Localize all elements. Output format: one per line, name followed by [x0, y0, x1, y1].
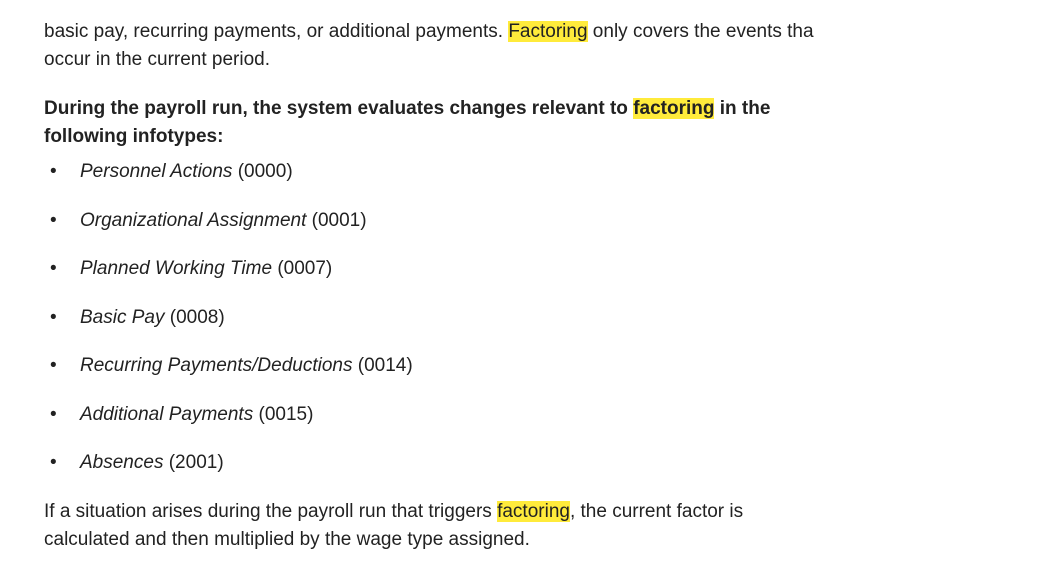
infotype-name: Additional Payments — [80, 404, 253, 425]
infotype-code: (0015) — [259, 404, 314, 425]
intro-text-2: only covers the events tha — [588, 21, 814, 42]
infotype-name: Basic Pay — [80, 307, 164, 328]
infotype-code: (0007) — [277, 258, 332, 279]
infotype-name: Organizational Assignment — [80, 210, 306, 231]
infotype-name: Absences — [80, 452, 163, 473]
heading-highlight: factoring — [633, 98, 714, 119]
infotype-code: (0008) — [170, 307, 225, 328]
intro-highlight: Factoring — [508, 21, 587, 42]
heading-text-3: following infotypes: — [44, 126, 223, 147]
list-item: Organizational Assignment (0001) — [44, 207, 1038, 235]
outro-text-2: , the current factor is — [570, 501, 743, 522]
list-item: Personnel Actions (0000) — [44, 158, 1038, 186]
intro-text-3: occur in the current period. — [44, 49, 270, 70]
outro-highlight: factoring — [497, 501, 570, 522]
infotype-code: (0014) — [358, 355, 413, 376]
outro-paragraph: If a situation arises during the payroll… — [44, 498, 1038, 553]
intro-text-1: basic pay, recurring payments, or additi… — [44, 21, 508, 42]
infotype-code: (0000) — [238, 161, 293, 182]
infotypes-heading: During the payroll run, the system evalu… — [44, 95, 1038, 150]
list-item: Additional Payments (0015) — [44, 401, 1038, 429]
list-item: Planned Working Time (0007) — [44, 255, 1038, 283]
list-item: Absences (2001) — [44, 449, 1038, 477]
infotypes-list: Personnel Actions (0000) Organizational … — [44, 158, 1038, 477]
heading-text-1: During the payroll run, the system evalu… — [44, 98, 633, 119]
list-item: Basic Pay (0008) — [44, 304, 1038, 332]
infotype-name: Recurring Payments/Deductions — [80, 355, 352, 376]
list-item: Recurring Payments/Deductions (0014) — [44, 352, 1038, 380]
outro-text-3: calculated and then multiplied by the wa… — [44, 529, 530, 550]
heading-text-2: in the — [714, 98, 770, 119]
infotype-name: Planned Working Time — [80, 258, 272, 279]
intro-paragraph: basic pay, recurring payments, or additi… — [44, 18, 1038, 73]
infotype-name: Personnel Actions — [80, 161, 232, 182]
infotype-code: (0001) — [312, 210, 367, 231]
document-page: basic pay, recurring payments, or additi… — [0, 0, 1038, 586]
infotype-code: (2001) — [169, 452, 224, 473]
outro-text-1: If a situation arises during the payroll… — [44, 501, 497, 522]
